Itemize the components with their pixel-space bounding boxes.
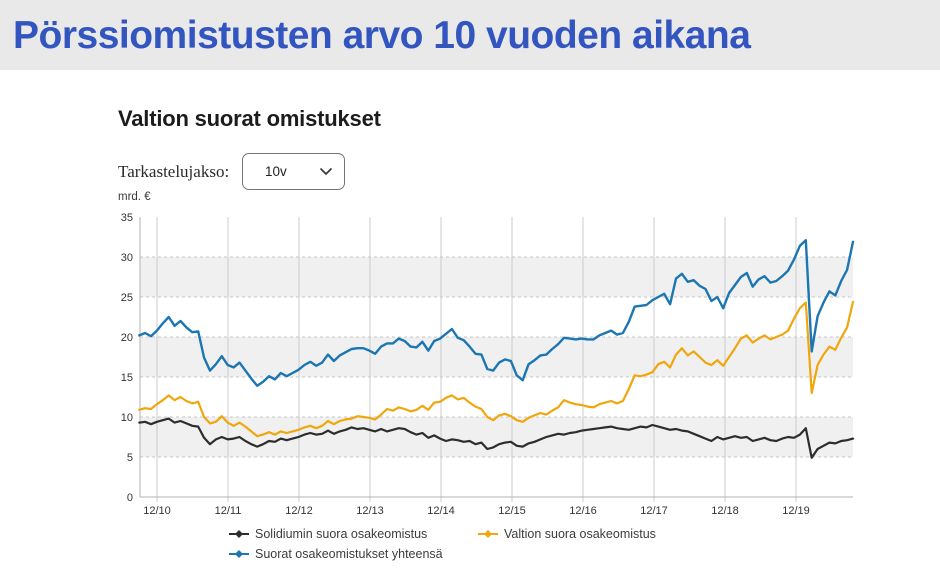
axis-unit-label: mrd. € — [118, 191, 151, 203]
page-title-bar: Pörssiomistusten arvo 10 vuoden aikana — [0, 0, 940, 70]
svg-text:25: 25 — [121, 292, 133, 304]
svg-text:12/16: 12/16 — [569, 505, 597, 517]
svg-text:15: 15 — [121, 372, 133, 384]
legend-item-valtio[interactable]: Valtion suora osakeomistus — [478, 526, 656, 541]
svg-text:12/14: 12/14 — [427, 505, 455, 517]
svg-text:12/17: 12/17 — [640, 505, 668, 517]
svg-text:12/19: 12/19 — [782, 505, 810, 517]
page-title: Pörssiomistusten arvo 10 vuoden aikana — [13, 14, 751, 57]
svg-text:20: 20 — [121, 332, 133, 344]
legend-label: Solidiumin suora osakeomistus — [255, 526, 428, 541]
period-select-value: 10v — [265, 164, 287, 179]
legend-item-yhteensa[interactable]: Suorat osakeomistukset yhteensä — [229, 546, 443, 561]
svg-text:12/10: 12/10 — [143, 505, 171, 517]
chart-title: Valtion suorat omistukset — [118, 106, 381, 131]
legend-item-solidium[interactable]: Solidiumin suora osakeomistus — [229, 526, 428, 541]
period-label: Tarkastelujakso: — [118, 162, 230, 181]
legend-label: Valtion suora osakeomistus — [504, 526, 656, 541]
svg-text:12/15: 12/15 — [498, 505, 526, 517]
legend-marker-icon — [229, 529, 249, 538]
legend-label: Suorat osakeomistukset yhteensä — [255, 546, 443, 561]
svg-text:12/18: 12/18 — [711, 505, 739, 517]
svg-text:12/13: 12/13 — [356, 505, 384, 517]
legend-marker-icon — [229, 549, 249, 558]
svg-text:5: 5 — [127, 452, 133, 464]
period-select[interactable]: 10v — [242, 153, 345, 190]
svg-text:12/11: 12/11 — [215, 505, 242, 517]
svg-text:12/12: 12/12 — [285, 505, 313, 517]
chevron-down-icon — [320, 167, 332, 175]
svg-text:0: 0 — [127, 492, 133, 504]
legend-marker-icon — [478, 529, 498, 538]
svg-text:35: 35 — [121, 212, 133, 224]
svg-text:30: 30 — [121, 252, 133, 264]
svg-text:10: 10 — [121, 412, 133, 424]
